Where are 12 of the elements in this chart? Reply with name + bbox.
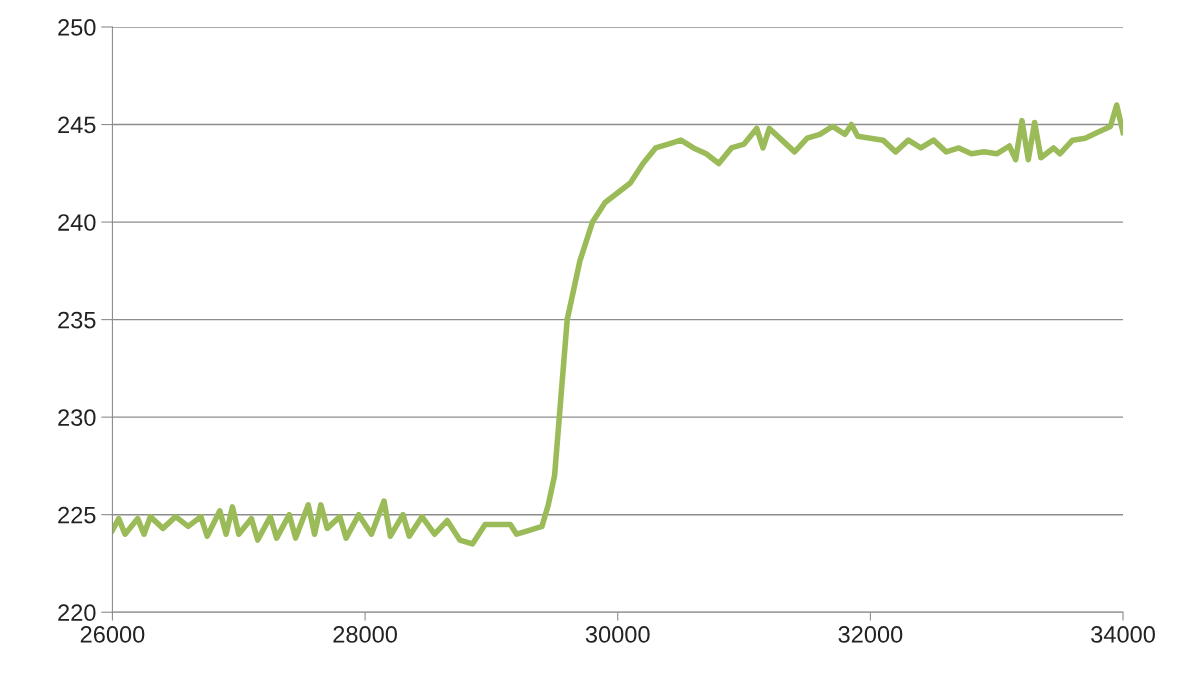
- y-tick-label: 230: [58, 409, 96, 426]
- x-tick-label: 32000: [838, 626, 903, 643]
- y-tick-label: 220: [58, 604, 96, 622]
- y-tick-label: 245: [58, 116, 96, 134]
- y-tick-label: 235: [58, 311, 96, 329]
- y-tick-label: 250: [58, 19, 96, 36]
- y-tick-label: 225: [58, 506, 96, 524]
- x-tick-label: 28000: [333, 626, 397, 643]
- x-tick-label: 26000: [80, 626, 145, 643]
- x-tick-label: 34000: [1091, 626, 1155, 643]
- x-tick-label: 30000: [585, 626, 650, 643]
- y-tick-label: 240: [58, 214, 96, 231]
